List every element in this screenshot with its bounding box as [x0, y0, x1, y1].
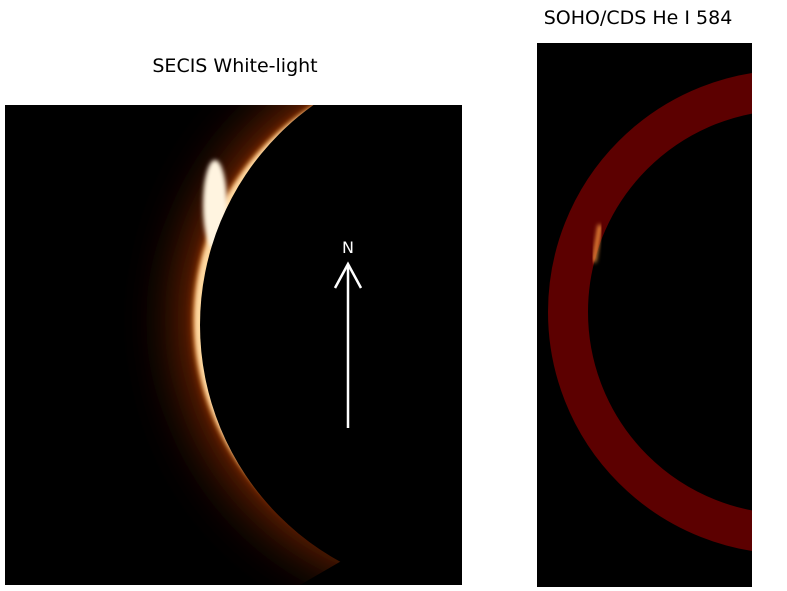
panel-title: SECIS White-light	[152, 55, 317, 77]
panel-title: SOHO/CDS He I 584	[544, 7, 733, 29]
north-label: N	[342, 238, 354, 257]
he-image	[537, 43, 787, 587]
figure: SECIS White-light SOHO/CDS He I 584 N	[0, 0, 787, 587]
